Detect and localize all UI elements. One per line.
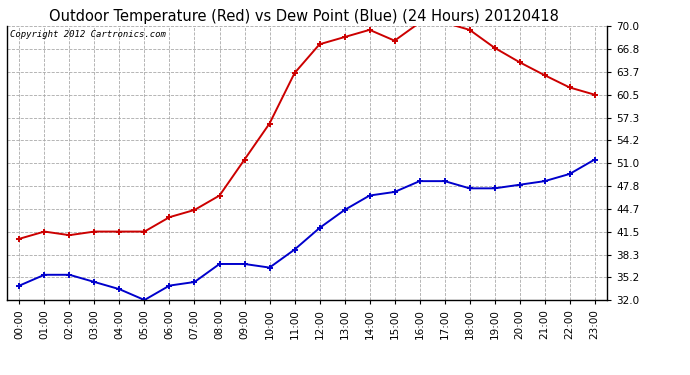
Text: Copyright 2012 Cartronics.com: Copyright 2012 Cartronics.com — [10, 30, 166, 39]
Text: Outdoor Temperature (Red) vs Dew Point (Blue) (24 Hours) 20120418: Outdoor Temperature (Red) vs Dew Point (… — [49, 9, 558, 24]
